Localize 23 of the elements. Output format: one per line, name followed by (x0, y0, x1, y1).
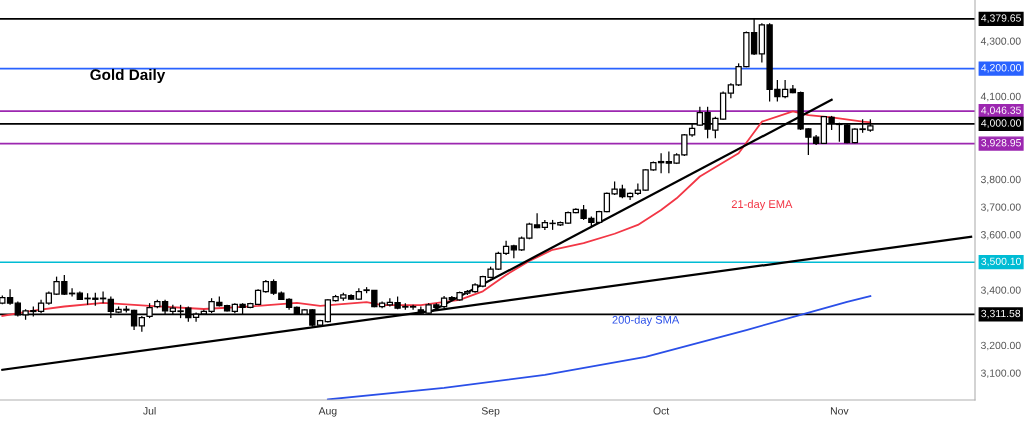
y-tick-label: 4,100.00 (980, 92, 1021, 102)
ref-line-label: 3,928.95 (981, 139, 1021, 148)
y-tick-label: 3,600.00 (980, 231, 1021, 240)
series-label: 200-day SMA (612, 315, 680, 326)
ref-line-label: 3,500.10 (981, 257, 1021, 267)
x-tick-label: Nov (830, 407, 849, 415)
x-tick-label: Aug (318, 407, 337, 417)
y-tick-label: 3,800.00 (980, 175, 1021, 185)
ref-line-label: 4,200.00 (981, 64, 1021, 73)
x-tick-label: Jul (143, 406, 156, 415)
ref-line-label: 4,000.00 (981, 119, 1021, 128)
y-tick-label: 4,300.00 (980, 37, 1021, 47)
x-tick-label: Oct (653, 407, 670, 415)
ref-line-label: 4,379.65 (981, 14, 1021, 23)
y-tick-label: 3,100.00 (980, 369, 1021, 378)
ref-line-label: 3,311.58 (981, 309, 1021, 319)
x-tick-label: Sep (481, 407, 500, 417)
ref-line-label: 4,046.35 (981, 106, 1021, 116)
y-tick-label: 3,400.00 (980, 286, 1021, 296)
y-tick-label: 3,700.00 (980, 203, 1021, 213)
text: 21-day EMA (731, 199, 793, 211)
y-tick-label: 3,200.00 (980, 341, 1021, 351)
text: Gold Daily (90, 68, 166, 84)
